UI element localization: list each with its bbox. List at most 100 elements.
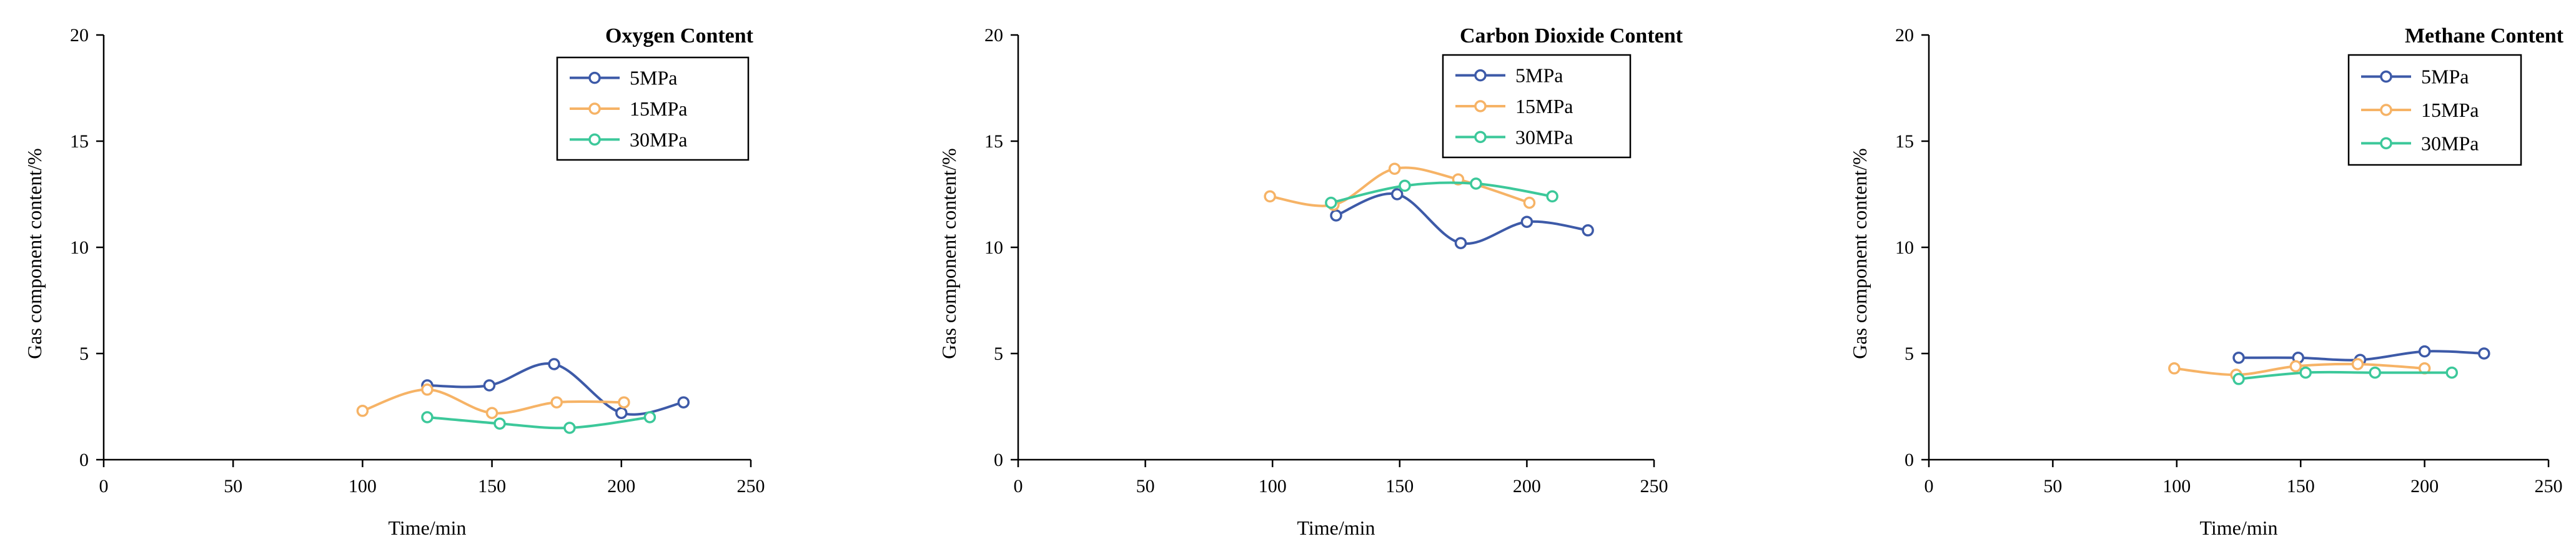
series-line: [427, 416, 650, 430]
y-tick-label: 0: [994, 450, 1003, 470]
legend-item: 15MPa: [570, 97, 687, 120]
series-30MPa: [421, 411, 656, 434]
legend-item: 15MPa: [2361, 99, 2479, 121]
legend-label: 15MPa: [2421, 99, 2479, 121]
data-point: [1454, 237, 1467, 249]
y-tick-label: 15: [70, 131, 89, 152]
chart-title: Methane Content: [2405, 24, 2564, 47]
legend-item: 5MPa: [1455, 64, 1563, 87]
legend-label: 5MPa: [630, 67, 677, 89]
y-tick-label: 10: [1895, 237, 1914, 258]
data-point: [615, 407, 628, 419]
series-line: [2238, 370, 2452, 380]
y-tick-label: 0: [79, 450, 89, 470]
legend-label: 30MPa: [2421, 132, 2479, 154]
y-tick-label: 20: [1895, 25, 1914, 46]
x-tick-label: 0: [1925, 476, 1934, 497]
legend: 5MPa 15MPa 30MPa: [556, 56, 750, 161]
data-point: [618, 396, 630, 408]
legend-label: 30MPa: [630, 128, 687, 151]
y-tick-label: 5: [1905, 344, 1914, 364]
data-point: [485, 407, 498, 419]
data-point: [1388, 162, 1401, 175]
data-point: [1523, 196, 1536, 209]
y-tick-label: 15: [984, 131, 1003, 152]
legend: 5MPa 15MPa 30MPa: [2347, 54, 2522, 166]
y-axis-title: Gas component content/%: [938, 148, 960, 359]
y-tick-label: 10: [984, 237, 1003, 258]
legend-swatch-marker: [2380, 137, 2392, 150]
series-line: [1330, 181, 1553, 204]
legend-item: 30MPa: [2361, 132, 2479, 154]
y-tick-label: 15: [1895, 131, 1914, 152]
data-point: [548, 358, 560, 370]
data-point: [356, 405, 369, 417]
legend-swatch-marker: [588, 102, 601, 115]
data-point: [1330, 209, 1342, 222]
data-point: [493, 417, 506, 430]
data-point: [1520, 215, 1533, 228]
data-point: [2478, 347, 2490, 360]
y-tick-label: 20: [984, 25, 1003, 46]
legend-label: 30MPa: [1515, 126, 1573, 148]
legend-swatch-marker: [1474, 131, 1487, 144]
x-tick-label: 250: [737, 476, 765, 497]
x-tick-label: 150: [2287, 476, 2315, 497]
data-point: [2289, 360, 2302, 373]
legend-item: 5MPa: [570, 67, 677, 89]
legend-label: 15MPa: [1515, 95, 1573, 117]
y-tick-label: 0: [1905, 450, 1914, 470]
legend-swatch-marker: [588, 71, 601, 84]
x-tick-label: 200: [1513, 476, 1541, 497]
data-point: [677, 396, 690, 408]
series-30MPa: [1325, 177, 1558, 209]
data-point: [563, 422, 576, 434]
y-tick-label: 10: [70, 237, 89, 258]
legend-swatch-marker: [2380, 70, 2392, 83]
x-tick-label: 150: [478, 476, 506, 497]
legend-item: 5MPa: [2361, 66, 2469, 88]
data-point: [1390, 188, 1404, 200]
x-tick-label: 250: [2535, 476, 2563, 497]
data-point: [550, 396, 563, 408]
data-point: [643, 411, 656, 423]
data-point: [483, 379, 496, 392]
x-tick-label: 200: [607, 476, 635, 497]
data-point: [1582, 224, 1594, 237]
data-point: [1546, 190, 1558, 203]
legend-label: 15MPa: [630, 97, 687, 120]
legend-item: 15MPa: [1455, 95, 1573, 117]
series-30MPa: [2232, 366, 2458, 385]
chart-title: Oxygen Content: [605, 24, 754, 47]
data-point: [2232, 373, 2245, 385]
legend-swatch-marker: [1474, 100, 1487, 112]
x-tick-label: 100: [2162, 476, 2191, 497]
legend-swatch-marker: [2380, 104, 2392, 116]
x-tick-label: 50: [1136, 476, 1155, 497]
x-tick-label: 200: [2410, 476, 2439, 497]
chart-title: Carbon Dioxide Content: [1460, 24, 1683, 47]
y-tick-label: 5: [994, 344, 1003, 364]
legend-label: 5MPa: [1515, 64, 1563, 87]
legend-swatch-marker: [1474, 69, 1487, 82]
x-axis-title: Time/min: [388, 517, 466, 539]
data-point: [2232, 352, 2245, 364]
y-tick-label: 5: [79, 344, 89, 364]
data-point: [1325, 196, 1337, 209]
data-point: [2418, 345, 2431, 358]
data-point: [1470, 177, 1482, 190]
x-tick-label: 150: [1385, 476, 1414, 497]
y-axis-title: Gas component content/%: [23, 148, 46, 359]
x-tick-label: 50: [224, 476, 242, 497]
data-point: [1264, 190, 1276, 203]
x-tick-label: 0: [1014, 476, 1023, 497]
legend-item: 30MPa: [570, 128, 687, 151]
data-point: [2168, 362, 2181, 375]
x-axis-title: Time/min: [1297, 517, 1375, 539]
legend-label: 5MPa: [2421, 66, 2469, 88]
data-point: [2445, 366, 2458, 379]
